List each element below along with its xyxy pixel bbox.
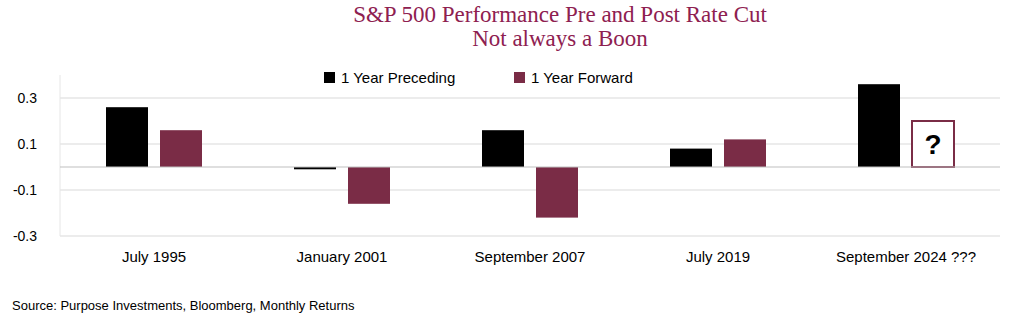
y-tick-label: 0.1 xyxy=(18,136,38,152)
legend-swatch xyxy=(324,72,335,83)
bar xyxy=(106,107,148,167)
y-tick-label: -0.3 xyxy=(13,228,37,244)
placeholder-box xyxy=(912,121,954,167)
grid-line xyxy=(60,236,1000,237)
x-tick-label: September 2024 ??? xyxy=(836,248,976,265)
bar xyxy=(160,130,202,167)
x-tick-label: July 1995 xyxy=(122,248,186,265)
legend-label: 1 Year Forward xyxy=(531,69,633,86)
x-tick-label: January 2001 xyxy=(297,248,388,265)
bar xyxy=(858,84,900,167)
source: Source: Purpose Investments, Bloomberg, … xyxy=(12,298,355,313)
grid-line xyxy=(60,190,1000,191)
bar xyxy=(536,167,578,218)
bar xyxy=(348,167,390,204)
chart: S&P 500 Performance Pre and Post Rate Cu… xyxy=(0,0,1024,318)
annotation: ? xyxy=(924,129,941,160)
baseline xyxy=(60,167,1000,168)
y-tick-label: -0.1 xyxy=(13,182,37,198)
y-tick-label: 0.3 xyxy=(18,90,38,106)
y-axis xyxy=(60,75,61,236)
bars xyxy=(106,84,954,217)
legend-swatch xyxy=(514,72,525,83)
bar xyxy=(670,149,712,167)
title: S&P 500 Performance Pre and Post Rate Cu… xyxy=(353,2,767,27)
x-tick-label: July 2019 xyxy=(686,248,750,265)
subtitle: Not always a Boon xyxy=(472,26,648,51)
bar xyxy=(482,130,524,167)
x-tick-label: September 2007 xyxy=(475,248,586,265)
legend-label: 1 Year Preceding xyxy=(341,69,455,86)
bar xyxy=(724,139,766,167)
